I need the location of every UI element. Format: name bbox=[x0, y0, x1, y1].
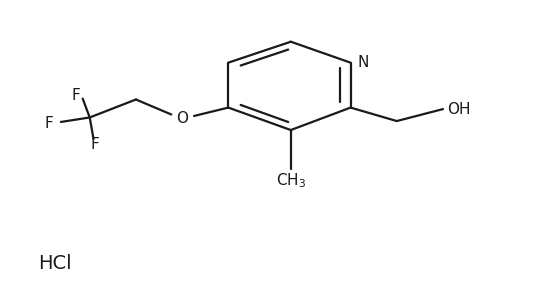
Text: HCl: HCl bbox=[38, 254, 72, 273]
Text: F: F bbox=[72, 88, 81, 102]
Text: N: N bbox=[357, 55, 368, 70]
Text: F: F bbox=[91, 137, 99, 152]
Text: OH: OH bbox=[447, 102, 471, 117]
Text: CH$_3$: CH$_3$ bbox=[276, 171, 306, 190]
Text: F: F bbox=[44, 116, 53, 131]
Text: O: O bbox=[176, 111, 188, 127]
